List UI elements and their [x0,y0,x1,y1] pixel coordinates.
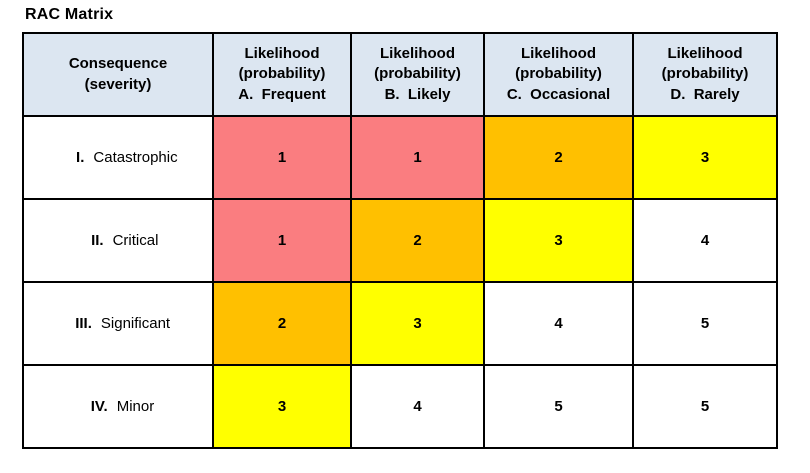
row-name: Minor [116,398,155,415]
row-label: III. Significant [66,315,170,332]
rac-cell-significant-likely: 3 [350,281,485,366]
table-row-catastrophic: I. Catastrophic 1 1 2 3 [22,115,778,200]
row-name: Significant [100,315,171,332]
rac-cell-significant-frequent: 2 [212,281,352,366]
row-header-catastrophic: I. Catastrophic [22,115,214,200]
table-row-critical: II. Critical 1 2 3 4 [22,198,778,283]
row-name: Catastrophic [93,149,178,166]
rac-cell-catastrophic-occasional: 2 [483,115,634,200]
rac-cell-catastrophic-frequent: 1 [212,115,352,200]
col-header-rarely: Likelihood (probability) D. Rarely [632,32,778,117]
rac-cell-minor-occasional: 5 [483,364,634,449]
rac-cell-significant-rarely: 5 [632,281,778,366]
row-numeral: II. [91,232,104,249]
col-header-frequent: Likelihood (probability) A. Frequent [212,32,352,117]
rac-cell-critical-rarely: 4 [632,198,778,283]
col-header-occasional: Likelihood (probability) C. Occasional [483,32,634,117]
rac-cell-critical-likely: 2 [350,198,485,283]
rac-cell-catastrophic-likely: 1 [350,115,485,200]
row-header-significant: III. Significant [22,281,214,366]
rac-cell-critical-frequent: 1 [212,198,352,283]
rac-matrix-table: Consequence (severity) Likelihood (proba… [22,32,778,449]
row-label: IV. Minor [82,398,155,415]
rac-cell-minor-frequent: 3 [212,364,352,449]
rac-cell-significant-occasional: 4 [483,281,634,366]
col-header-likely: Likelihood (probability) B. Likely [350,32,485,117]
row-numeral: III. [75,315,92,332]
row-name: Critical [112,232,159,249]
rac-cell-minor-rarely: 5 [632,364,778,449]
row-numeral: I. [76,149,85,166]
rac-cell-minor-likely: 4 [350,364,485,449]
table-row-minor: IV. Minor 3 4 5 5 [22,364,778,449]
row-label: II. Critical [78,232,159,249]
row-header-critical: II. Critical [22,198,214,283]
header-row: Consequence (severity) Likelihood (proba… [22,32,778,117]
table-row-significant: III. Significant 2 3 4 5 [22,281,778,366]
rac-cell-critical-occasional: 3 [483,198,634,283]
row-label: I. Catastrophic [58,149,178,166]
page-title: RAC Matrix [25,6,114,23]
row-header-minor: IV. Minor [22,364,214,449]
corner-header-consequence: Consequence (severity) [22,32,214,117]
rac-cell-catastrophic-rarely: 3 [632,115,778,200]
row-numeral: IV. [90,398,108,415]
